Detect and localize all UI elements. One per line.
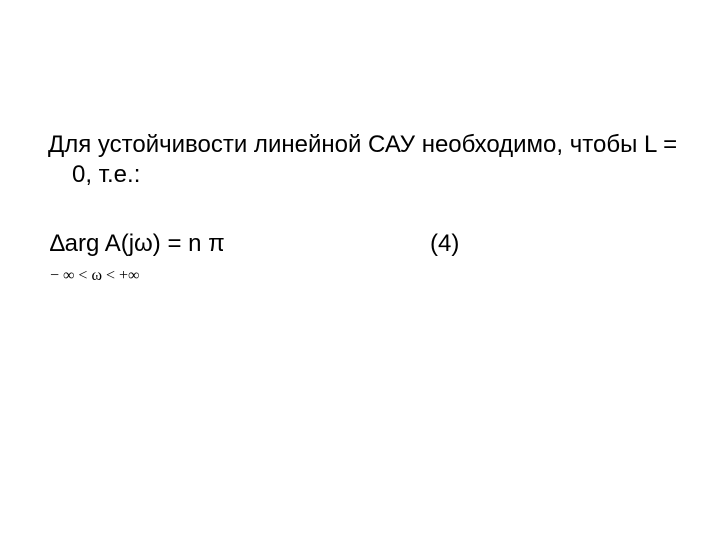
slide: Для устойчивости линейной САУ необходимо… <box>0 0 720 540</box>
omega-range: − ∞ < ω < +∞ <box>50 268 139 284</box>
equation-number: (4) <box>430 230 459 259</box>
equation-expression: ∆arg A(jω) = n π <box>50 230 225 259</box>
stability-condition-text: Для устойчивости линейной САУ необходимо… <box>48 130 692 190</box>
equation-line: ∆arg A(jω) = n π (4) <box>50 230 670 259</box>
